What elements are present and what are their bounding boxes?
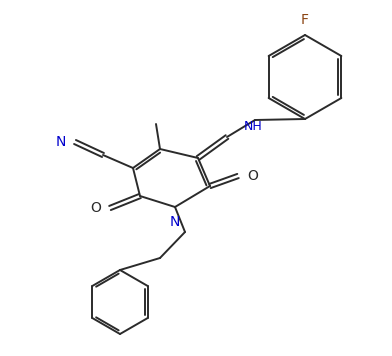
Text: O: O [247, 169, 258, 183]
Text: N: N [170, 215, 180, 229]
Text: F: F [301, 13, 309, 27]
Text: N: N [56, 135, 66, 149]
Text: NH: NH [243, 120, 262, 134]
Text: O: O [90, 201, 101, 215]
